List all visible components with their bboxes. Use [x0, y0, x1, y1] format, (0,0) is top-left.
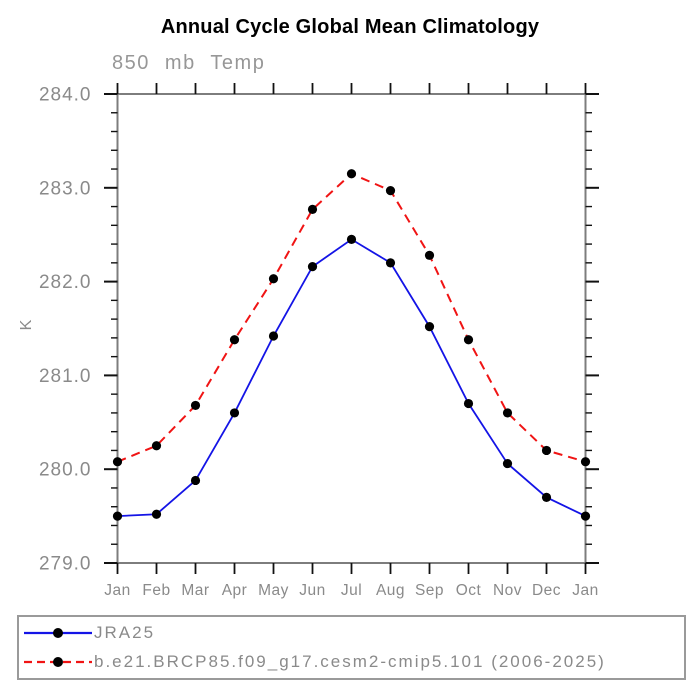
- data-point-marker: [424, 322, 435, 332]
- data-point-marker: [307, 204, 318, 214]
- data-point-marker: [463, 398, 474, 409]
- data-point-marker: [151, 509, 162, 519]
- legend-marker-sample: [53, 628, 63, 638]
- data-point-marker: [346, 169, 357, 179]
- y-tick-label: 284.0: [39, 85, 92, 106]
- data-point-marker: [229, 408, 240, 418]
- x-tick-label: Mar: [181, 582, 209, 599]
- data-point-marker: [424, 250, 435, 260]
- x-tick-label: Dec: [532, 582, 561, 599]
- data-point-marker: [580, 457, 591, 467]
- y-tick-label: 283.0: [39, 178, 92, 199]
- plot-frame: [116, 93, 587, 564]
- data-point-marker: [229, 335, 240, 345]
- y-tick-label: 279.0: [39, 554, 92, 575]
- legend-label-jra25: JRA25: [94, 623, 156, 642]
- chart-subtitle: 850 mb Temp: [112, 52, 266, 74]
- x-tick-label: Sep: [415, 582, 444, 599]
- series-line-1: [117, 172, 586, 463]
- x-tick-label: Jul: [341, 582, 362, 599]
- legend-label-cesm2: b.e21.BRCP85.f09_g17.cesm2-cmip5.101 (20…: [94, 652, 606, 671]
- x-tick-label: Aug: [376, 582, 405, 599]
- data-point-marker: [385, 186, 396, 196]
- x-tick-label: Apr: [222, 582, 248, 599]
- data-point-marker: [190, 475, 201, 486]
- legend-swatch-dashed-line: [24, 657, 92, 667]
- data-point-marker: [580, 511, 591, 521]
- legend-marker-sample: [53, 657, 63, 667]
- data-point-marker: [541, 492, 552, 502]
- data-point-marker: [190, 400, 201, 411]
- x-tick-label: Oct: [456, 582, 482, 599]
- legend-row-jra25: JRA25: [19, 619, 684, 648]
- y-tick-label: 280.0: [39, 460, 92, 481]
- data-point-marker: [112, 511, 123, 521]
- data-point-marker: [463, 335, 474, 345]
- data-point-marker: [385, 258, 396, 268]
- series-line-0: [117, 238, 586, 517]
- x-tick-label: Nov: [493, 582, 522, 599]
- y-tick-label: 281.0: [39, 366, 92, 387]
- data-point-marker: [268, 274, 279, 284]
- data-point-marker: [112, 457, 123, 467]
- x-tick-label: Jun: [299, 582, 326, 599]
- data-point-marker: [502, 408, 513, 418]
- data-point-marker: [541, 445, 552, 456]
- legend-row-cesm2: b.e21.BRCP85.f09_g17.cesm2-cmip5.101 (20…: [19, 648, 684, 677]
- x-tick-label: Jan: [572, 582, 599, 599]
- data-point-marker: [268, 331, 279, 341]
- page-title: Annual Cycle Global Mean Climatology: [160, 16, 540, 38]
- data-point-marker: [502, 458, 513, 469]
- y-tick-label: 282.0: [39, 272, 92, 293]
- x-tick-label: Feb: [142, 582, 170, 599]
- data-point-marker: [151, 441, 162, 451]
- x-tick-label: Jan: [104, 582, 131, 599]
- annual-cycle-chart: Jan Feb Mar Apr May Jun Jul Aug Sep Oct Nov Dec Jan 2…: [39, 83, 599, 599]
- legend-swatch-solid-line: [24, 628, 92, 638]
- data-point-marker: [307, 261, 318, 272]
- data-point-marker: [346, 234, 357, 244]
- legend-box: JRA25 b.e21.BRCP85.f09_g17.cesm2-cmip5.1…: [17, 615, 686, 680]
- x-tick-label: May: [258, 582, 289, 599]
